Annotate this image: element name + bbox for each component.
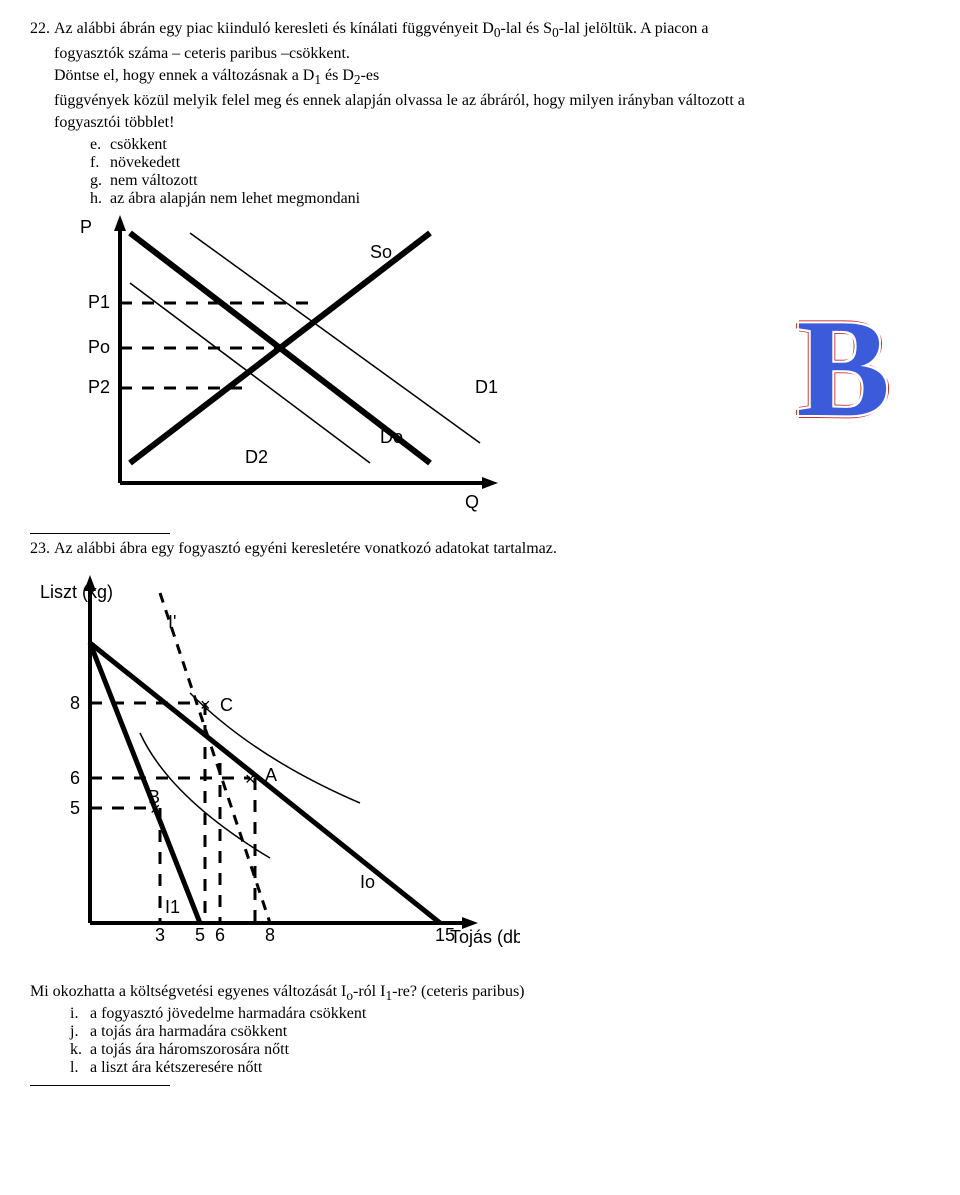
q22-number: 22.: [30, 20, 54, 38]
q22-line5: fogyasztói többlet!: [54, 114, 930, 132]
question-22: 22.Az alábbi ábrán egy piac kiinduló ker…: [30, 20, 930, 208]
q22-opt-e: e.csökkent: [90, 136, 930, 154]
q22-options: e.csökkent f.növekedett g.nem változott …: [90, 136, 930, 208]
q22-opt-g: g.nem változott: [90, 172, 930, 190]
svg-text:×: ×: [245, 769, 256, 789]
footnote-rule-2: [30, 1085, 170, 1086]
q23b-opt-i: i.a fogyasztó jövedelme harmadára csökke…: [70, 1005, 930, 1023]
chart2-x15: 15: [435, 925, 455, 945]
chart2-C: C: [220, 695, 233, 715]
question-23: 23.Az alábbi ábra egy fogyasztó egyéni k…: [30, 540, 930, 558]
chart2-I1: I1: [165, 897, 180, 917]
chart2-A: A: [265, 765, 277, 785]
chart1-D1-label: D1: [475, 377, 498, 397]
q22-opt-f: f.növekedett: [90, 154, 930, 172]
chart1-P2-label: P2: [88, 377, 110, 397]
chart2-x-label: Tojás (db): [450, 927, 520, 947]
chart2-y-label: Liszt (kg): [40, 582, 113, 602]
q23b-options: i.a fogyasztó jövedelme harmadára csökke…: [70, 1005, 930, 1077]
chart2-y5: 5: [70, 798, 80, 818]
chart1-Do-label: Do: [380, 427, 403, 447]
chart1-P1-label: P1: [88, 292, 110, 312]
q23b-opt-l: l.a liszt ára kétszeresére nőtt: [70, 1059, 930, 1077]
chart1-Po-label: Po: [88, 337, 110, 357]
chart1-Q-label: Q: [465, 492, 479, 512]
chart2-x5: 5: [195, 925, 205, 945]
q22-line2: fogyasztók száma – ceteris paribus –csök…: [54, 45, 930, 63]
chart2-x3: 3: [155, 925, 165, 945]
q22-line1: 22.Az alábbi ábrán egy piac kiinduló ker…: [30, 20, 930, 41]
q23-text: Az alábbi ábra egy fogyasztó egyéni kere…: [54, 540, 557, 557]
chart1-P-label: P: [80, 217, 92, 237]
q22-line4: függvények közül melyik felel meg és enn…: [54, 92, 930, 110]
chart2-y8: 8: [70, 693, 80, 713]
q22-opt-h: h.az ábra alapján nem lehet megmondani: [90, 190, 930, 208]
q22-line3: Döntse el, hogy ennek a változásnak a D1…: [54, 67, 930, 88]
q23-number: 23.: [30, 540, 54, 558]
q23-subquestion: Mi okozhatta a költségvetési egyenes vál…: [30, 983, 930, 1076]
budget-chart: × × × Liszt (kg) Tojás (db) 8 6 5 3 5 6 …: [40, 563, 930, 963]
chart1-D2-label: D2: [245, 447, 268, 467]
chart2-x8: 8: [265, 925, 275, 945]
chart2-B: B: [148, 787, 160, 807]
q23b-opt-k: k.a tojás ára háromszorosára nőtt: [70, 1041, 930, 1059]
supply-demand-chart: P P1 Po P2 So D1 Do D2 Q: [70, 213, 930, 513]
chart2-x6: 6: [215, 925, 225, 945]
chart2-Io: Io: [360, 872, 375, 892]
chart2-y6: 6: [70, 768, 80, 788]
q23b-opt-j: j.a tojás ára harmadára csökkent: [70, 1023, 930, 1041]
footnote-rule-1: [30, 533, 170, 534]
chart2-Iprime: I': [168, 612, 176, 632]
chart1-So-label: So: [370, 242, 392, 262]
svg-text:×: ×: [200, 695, 211, 715]
